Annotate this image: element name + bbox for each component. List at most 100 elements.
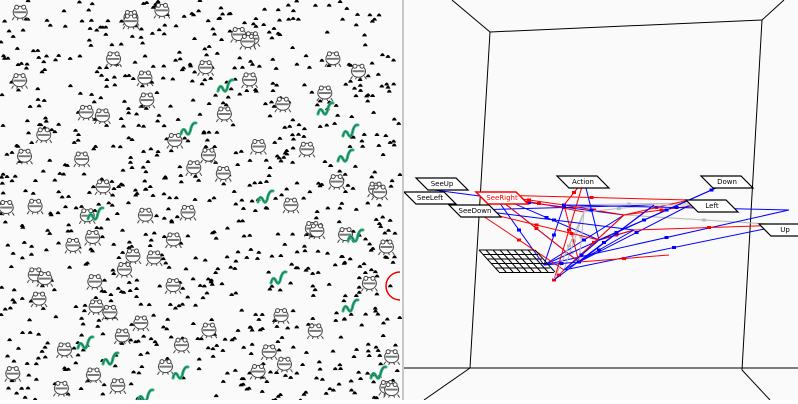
food-dot (173, 196, 179, 200)
food-dot (290, 137, 296, 141)
food-dot (59, 195, 65, 199)
game-world-view[interactable] (0, 0, 403, 403)
food-dot (109, 203, 115, 207)
food-dot (79, 316, 85, 320)
food-dot (359, 323, 365, 327)
food-dot (221, 182, 227, 186)
food-dot (114, 212, 120, 216)
food-dot (305, 266, 311, 270)
connection-marker (592, 241, 596, 244)
food-dot (12, 300, 18, 304)
food-dot (21, 240, 27, 244)
food-dot (110, 268, 116, 272)
food-dot (36, 332, 42, 336)
food-dot (56, 122, 62, 126)
frog (249, 139, 267, 155)
food-dot (138, 27, 144, 31)
food-dot (386, 89, 392, 93)
food-dot (310, 284, 316, 288)
food-dot (96, 202, 102, 206)
food-dot (92, 208, 98, 212)
food-dot (378, 362, 384, 366)
food-dot (97, 66, 103, 70)
food-dot (337, 363, 343, 367)
node-action: Action (555, 175, 611, 189)
food-dot (36, 55, 42, 59)
bounding-box (404, 0, 798, 401)
food-dot (110, 144, 116, 148)
food-dot (290, 160, 296, 164)
food-dot (315, 270, 321, 274)
food-dot (279, 193, 285, 197)
snake (256, 189, 275, 204)
food-dot (7, 338, 13, 342)
food-dot (233, 202, 239, 206)
food-dot (263, 158, 269, 162)
food-dot (391, 139, 397, 143)
food-dot (253, 312, 259, 316)
food-dot (41, 98, 47, 102)
food-dot (286, 17, 292, 21)
food-dot (209, 318, 215, 322)
food-dot (196, 9, 202, 13)
food-dot (26, 131, 32, 135)
food-dot (253, 24, 259, 28)
food-dot (193, 303, 199, 307)
food-dot (266, 30, 272, 34)
frog (93, 108, 111, 125)
food-dot (81, 309, 87, 313)
food-dot (45, 228, 51, 232)
food-dot (314, 210, 320, 214)
food-dot (210, 27, 216, 31)
food-dot (348, 79, 354, 83)
frog (85, 367, 102, 384)
panel-divider[interactable] (402, 0, 404, 400)
food-dot (82, 303, 88, 307)
food-dot (284, 152, 290, 156)
food-dot (185, 295, 191, 299)
food-dot (241, 345, 247, 349)
food-dot (190, 322, 196, 326)
food-dot (248, 247, 254, 251)
food-dot (290, 146, 296, 150)
food-dot (116, 255, 122, 259)
food-dot (75, 353, 81, 357)
food-dot (357, 83, 363, 87)
food-dot (109, 179, 115, 183)
snake (171, 365, 190, 380)
connection-marker (617, 207, 621, 210)
food-dot (18, 61, 24, 65)
food-dot (269, 254, 275, 258)
food-dot (303, 390, 309, 394)
food-dot (344, 6, 350, 10)
food-dot (52, 178, 58, 182)
food-dot (167, 196, 173, 200)
node-label: Up (780, 226, 790, 234)
food-dot (134, 191, 140, 195)
food-dot (339, 201, 345, 205)
food-dot (0, 212, 4, 216)
food-dot (301, 134, 307, 138)
network-3d-view[interactable]: SeeUp SeeLeft SeeRight SeeDown Action Down Lef… (402, 0, 798, 401)
food-dot (120, 168, 126, 172)
food-dot (240, 206, 246, 210)
snake (136, 388, 155, 403)
food-dot (327, 387, 333, 391)
food-dot (119, 341, 125, 345)
food-dot (354, 347, 360, 351)
food-dot (353, 294, 359, 298)
food-dot (350, 186, 356, 190)
food-dot (282, 125, 288, 129)
food-dot (56, 190, 62, 194)
frog (87, 299, 105, 316)
food-dot (5, 386, 11, 390)
food-dot (173, 58, 179, 62)
food-dot (365, 342, 371, 346)
food-dot (105, 19, 111, 23)
food-dot (319, 377, 325, 381)
food-dot (141, 334, 147, 338)
snake (341, 123, 360, 138)
food-dot (151, 313, 157, 317)
food-dot (290, 16, 296, 20)
node-label: Left (705, 202, 718, 210)
